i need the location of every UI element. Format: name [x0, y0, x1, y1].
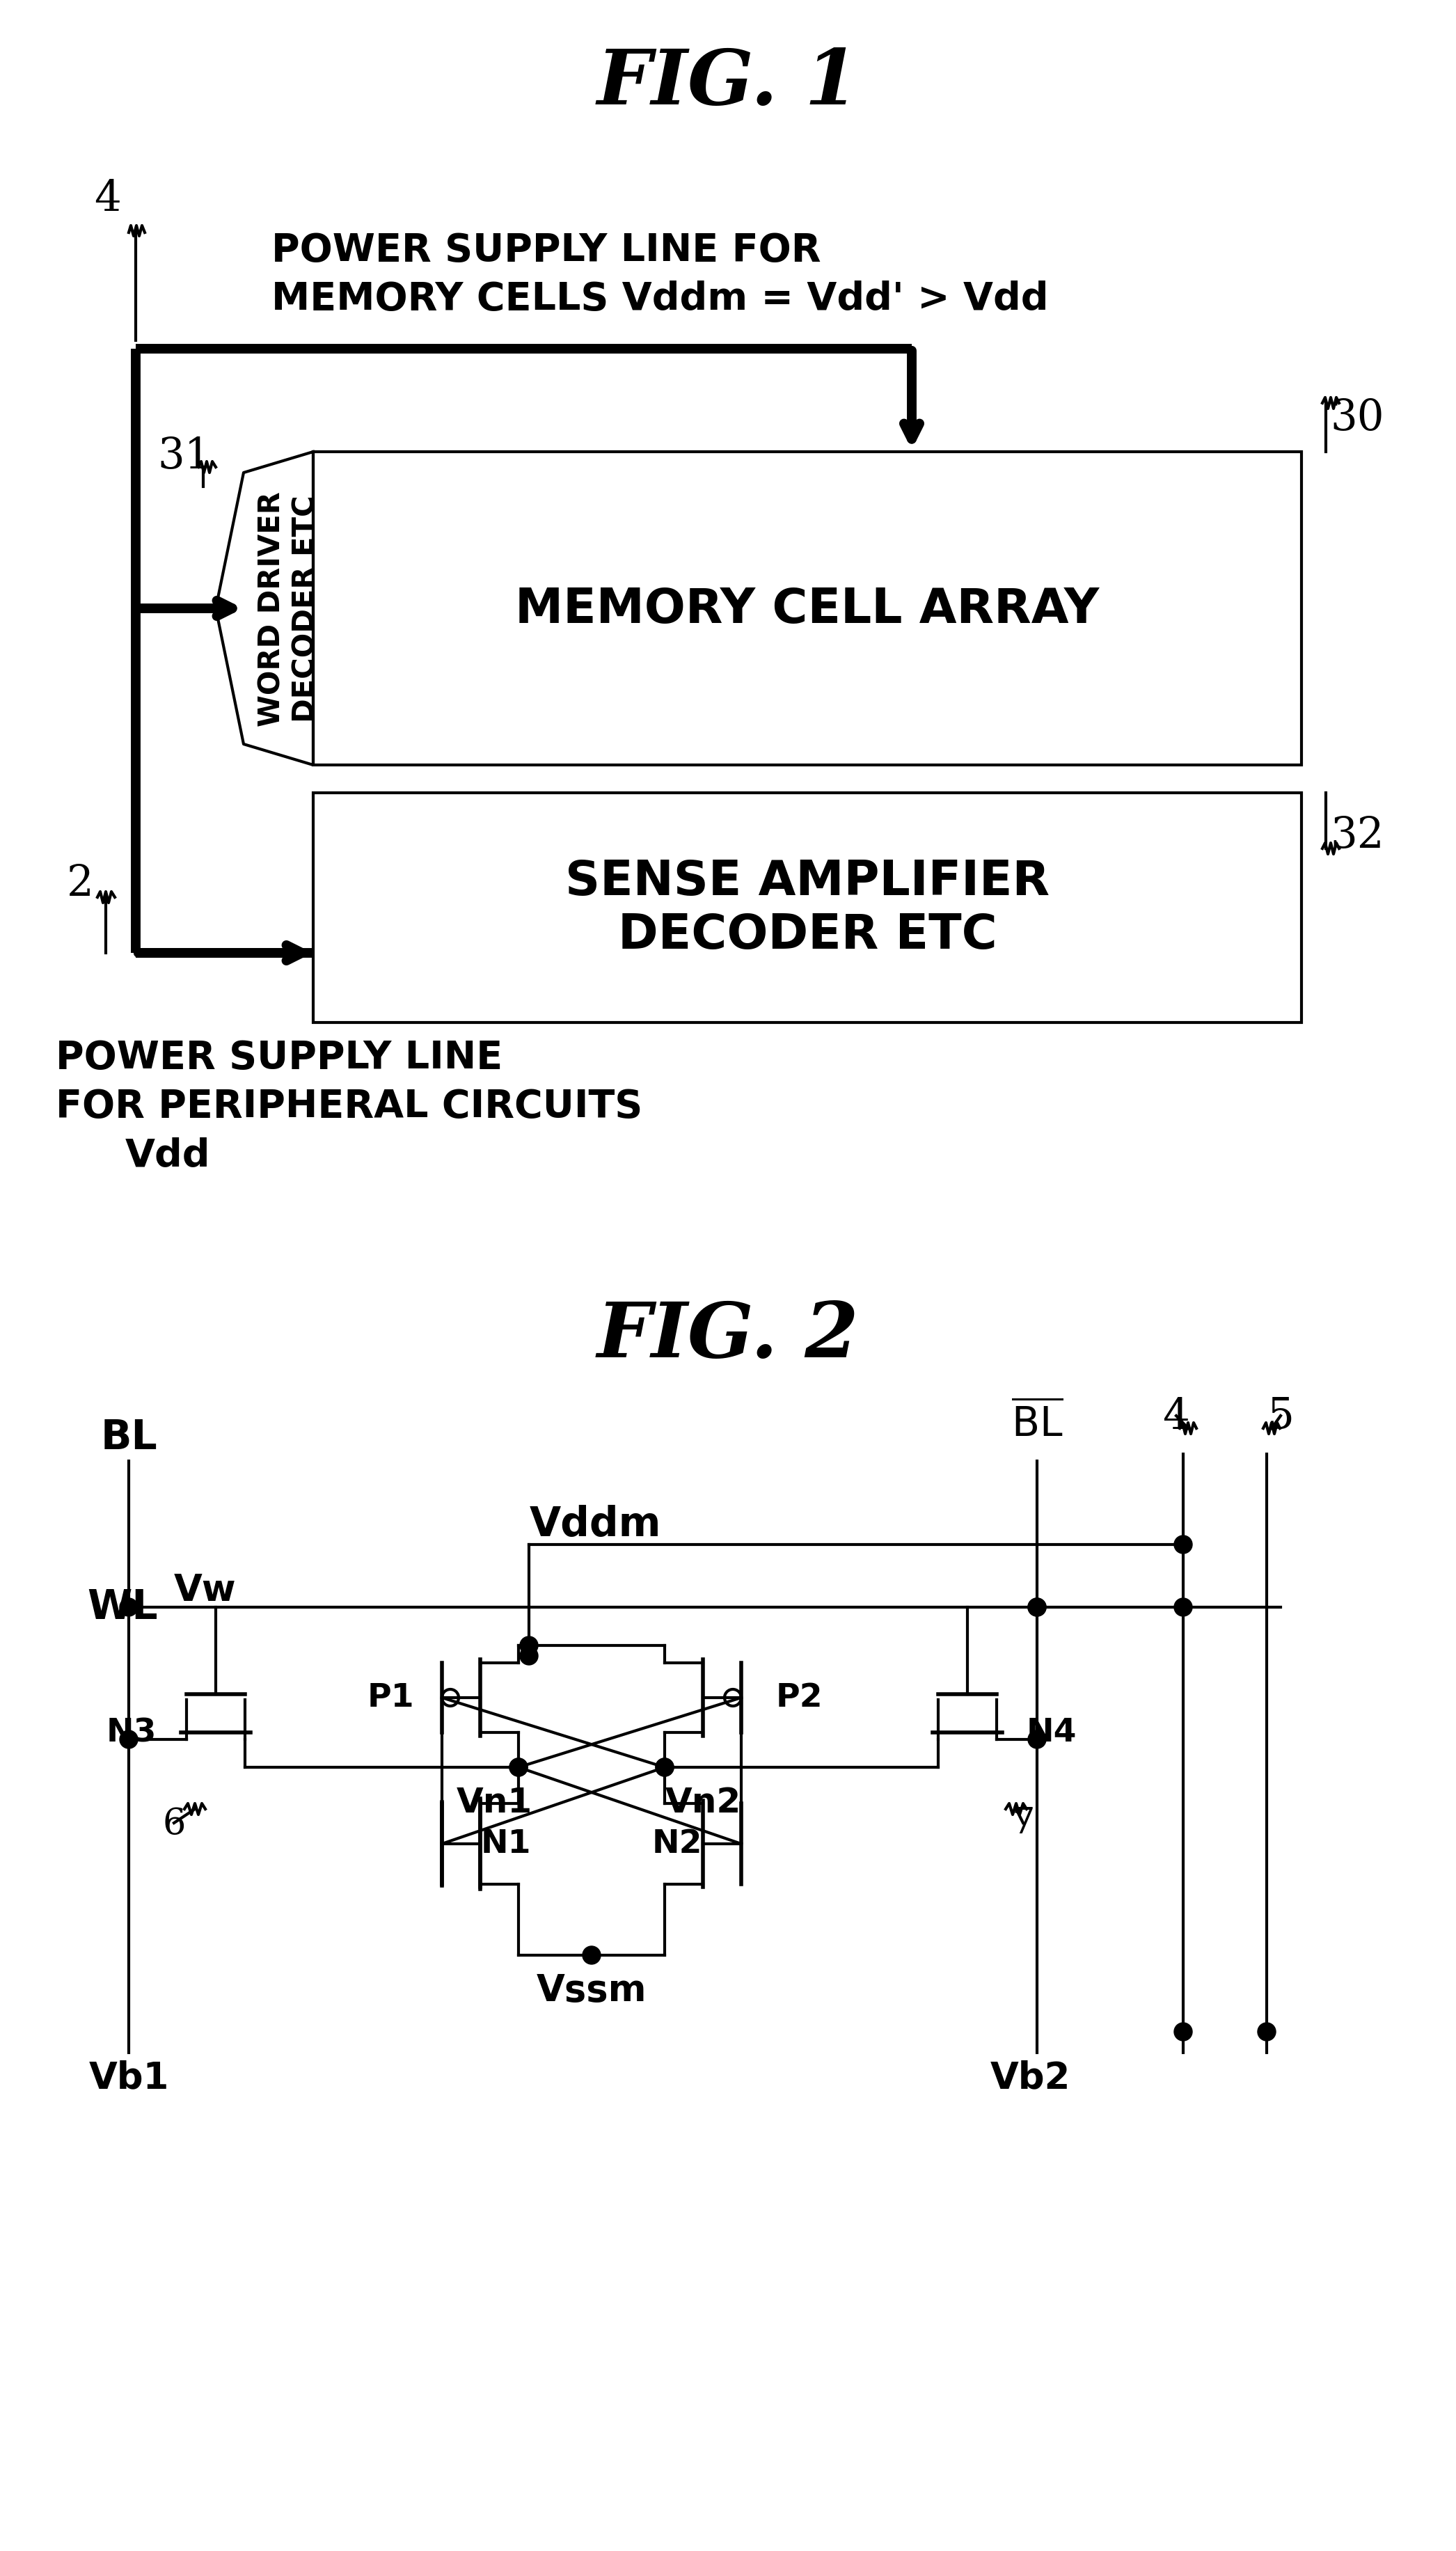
Text: 2: 2	[67, 862, 93, 906]
Text: FIG. 1: FIG. 1	[597, 46, 859, 120]
Text: Vddm: Vddm	[529, 1505, 661, 1543]
Text: 31: 31	[157, 434, 211, 477]
Text: P2: P2	[776, 1681, 823, 1714]
Text: MEMORY CELLS Vddm = Vdd' > Vdd: MEMORY CELLS Vddm = Vdd' > Vdd	[271, 281, 1048, 319]
Text: SENSE AMPLIFIER
DECODER ETC: SENSE AMPLIFIER DECODER ETC	[565, 857, 1050, 959]
Text: POWER SUPPLY LINE: POWER SUPPLY LINE	[55, 1038, 502, 1077]
Text: MEMORY CELL ARRAY: MEMORY CELL ARRAY	[515, 587, 1099, 633]
Text: Vb2: Vb2	[990, 2059, 1070, 2094]
Text: Vssm: Vssm	[536, 1972, 646, 2008]
Circle shape	[510, 1758, 527, 1775]
Text: Vb1: Vb1	[89, 2059, 169, 2094]
Text: 30: 30	[1331, 395, 1385, 439]
Text: Vdd: Vdd	[125, 1135, 211, 1173]
Text: N2: N2	[652, 1829, 702, 1860]
Circle shape	[1174, 2023, 1192, 2041]
Circle shape	[119, 1599, 138, 1617]
Text: 4: 4	[95, 179, 121, 219]
Circle shape	[1028, 1599, 1045, 1617]
Text: FIG. 2: FIG. 2	[597, 1298, 859, 1372]
Circle shape	[510, 1758, 527, 1775]
Circle shape	[520, 1648, 539, 1666]
Text: N3: N3	[106, 1717, 157, 1747]
Text: FOR PERIPHERAL CIRCUITS: FOR PERIPHERAL CIRCUITS	[55, 1087, 642, 1125]
Circle shape	[655, 1758, 674, 1775]
Text: N4: N4	[1026, 1717, 1077, 1747]
Text: $\overline{\rm BL}$: $\overline{\rm BL}$	[1010, 1400, 1063, 1444]
Text: WORD DRIVER
DECODER ETC: WORD DRIVER DECODER ETC	[258, 492, 320, 727]
Text: 32: 32	[1331, 814, 1385, 857]
Text: 5: 5	[1267, 1395, 1294, 1436]
Circle shape	[655, 1758, 674, 1775]
Text: 6: 6	[162, 1806, 186, 1842]
Circle shape	[1174, 1599, 1192, 1617]
Text: 4: 4	[1163, 1395, 1190, 1436]
Text: N1: N1	[480, 1829, 531, 1860]
Circle shape	[1028, 1599, 1045, 1617]
Text: Vn2: Vn2	[665, 1786, 741, 1819]
Text: WL: WL	[87, 1587, 157, 1628]
Circle shape	[582, 1946, 601, 1964]
Text: P1: P1	[367, 1681, 414, 1714]
Circle shape	[119, 1730, 138, 1747]
Text: 7: 7	[1012, 1806, 1035, 1842]
Bar	[313, 793, 1302, 1023]
Text: BL: BL	[100, 1418, 157, 1457]
Text: POWER SUPPLY LINE FOR: POWER SUPPLY LINE FOR	[271, 232, 821, 270]
Circle shape	[1174, 1536, 1192, 1554]
Circle shape	[1258, 2023, 1275, 2041]
Circle shape	[1028, 1730, 1045, 1747]
Circle shape	[520, 1638, 539, 1656]
Text: Vw: Vw	[175, 1571, 236, 1607]
Text: Vn1: Vn1	[456, 1786, 531, 1819]
Bar	[313, 452, 1302, 765]
